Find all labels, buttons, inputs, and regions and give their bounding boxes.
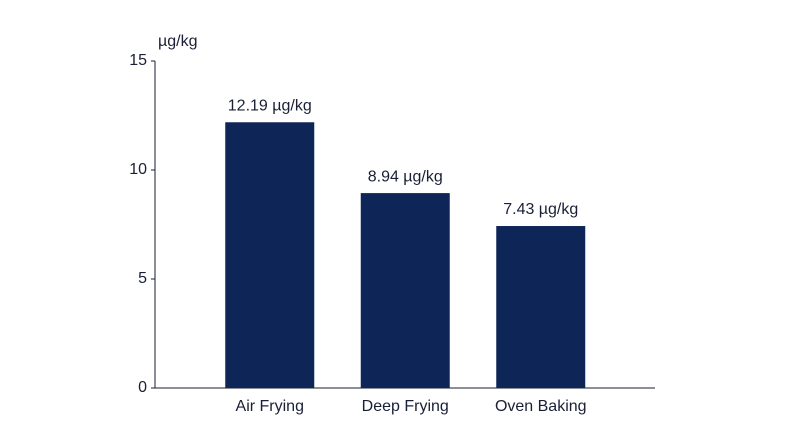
- x-tick-label: Oven Baking: [495, 398, 587, 415]
- y-tick-label: 15: [129, 52, 147, 69]
- y-axis-unit: µg/kg: [158, 33, 197, 50]
- value-label: 8.94 µg/kg: [368, 168, 443, 185]
- y-tick-label: 5: [138, 270, 147, 287]
- x-tick-label: Deep Frying: [362, 398, 449, 415]
- bar: [496, 226, 586, 388]
- bar: [225, 122, 315, 389]
- x-tick-label: Air Frying: [236, 398, 304, 415]
- bar: [360, 193, 450, 388]
- y-tick-label: 10: [129, 161, 147, 178]
- value-label: 12.19 µg/kg: [228, 97, 312, 114]
- y-tick-label: 0: [138, 379, 147, 396]
- value-label: 7.43 µg/kg: [503, 201, 578, 218]
